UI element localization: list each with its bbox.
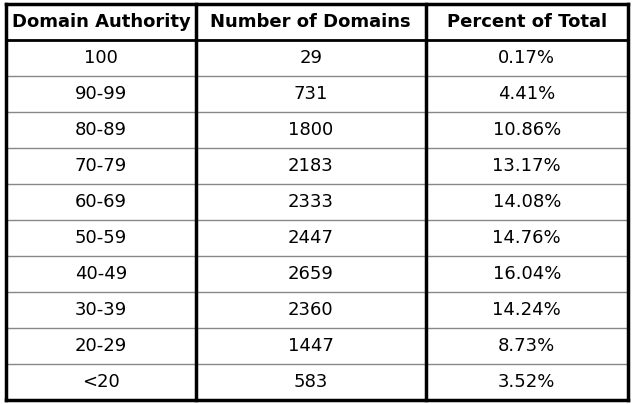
Bar [6,364,196,400]
Bar [6,256,196,292]
Text: Domain Authority: Domain Authority [11,13,190,31]
Bar [425,292,628,328]
Bar [425,148,628,184]
Text: Percent of Total: Percent of Total [446,13,607,31]
Text: 60-69: 60-69 [75,193,127,211]
Text: 20-29: 20-29 [75,337,127,355]
Bar [196,328,426,364]
Bar [425,76,628,112]
Text: 10.86%: 10.86% [493,121,561,139]
Bar [425,40,628,76]
Text: 16.04%: 16.04% [493,265,561,283]
Bar [6,76,196,112]
Text: 90-99: 90-99 [75,85,127,103]
Bar [6,148,196,184]
Text: 30-39: 30-39 [75,301,127,319]
Text: 1447: 1447 [288,337,333,355]
Text: 100: 100 [84,49,118,67]
Bar [425,328,628,364]
Bar [425,184,628,220]
Text: 40-49: 40-49 [75,265,127,283]
Bar [6,40,196,76]
Bar [6,220,196,256]
Bar [196,4,426,40]
Text: <20: <20 [82,373,120,391]
Bar [6,112,196,148]
Bar [425,364,628,400]
Bar [196,148,426,184]
Text: 2360: 2360 [288,301,333,319]
Text: 13.17%: 13.17% [493,157,561,175]
Text: 14.24%: 14.24% [493,301,561,319]
Bar [196,364,426,400]
Bar [6,184,196,220]
Text: 4.41%: 4.41% [498,85,555,103]
Text: 583: 583 [294,373,328,391]
Text: 29: 29 [299,49,322,67]
Text: 2447: 2447 [288,229,333,247]
Text: 3.52%: 3.52% [498,373,555,391]
Text: 2183: 2183 [288,157,333,175]
Bar [196,112,426,148]
Bar [425,256,628,292]
Bar [196,76,426,112]
Bar [425,4,628,40]
Text: 731: 731 [294,85,328,103]
Bar [6,328,196,364]
Text: 1800: 1800 [288,121,333,139]
Text: Number of Domains: Number of Domains [210,13,411,31]
Bar [196,40,426,76]
Bar [6,4,196,40]
Bar [196,184,426,220]
Bar [196,256,426,292]
Text: 14.08%: 14.08% [493,193,561,211]
Bar [6,292,196,328]
Text: 70-79: 70-79 [75,157,127,175]
Text: 80-89: 80-89 [75,121,127,139]
Text: 14.76%: 14.76% [493,229,561,247]
Bar [425,220,628,256]
Bar [196,220,426,256]
Text: 0.17%: 0.17% [498,49,555,67]
Text: 50-59: 50-59 [75,229,127,247]
Bar [196,292,426,328]
Text: 8.73%: 8.73% [498,337,555,355]
Text: 2333: 2333 [288,193,333,211]
Text: 2659: 2659 [288,265,333,283]
Bar [425,112,628,148]
